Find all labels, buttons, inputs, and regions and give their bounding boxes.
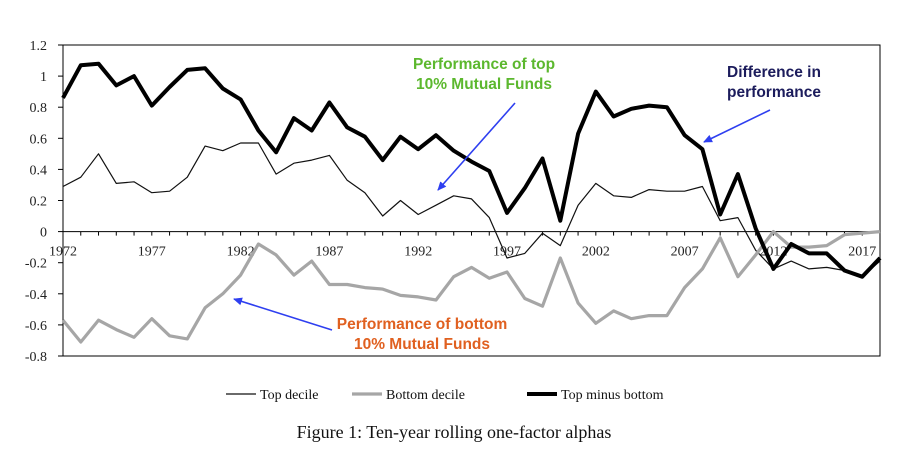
series-line-bottom-decile — [61, 230, 881, 344]
legend-label: Bottom decile — [386, 388, 465, 403]
y-tick-label: 0.2 — [30, 195, 48, 210]
y-tick-label: -0.2 — [25, 257, 47, 272]
legend: Top decile Bottom decile Top minus bottom — [226, 388, 664, 403]
arrow-top — [437, 102, 516, 191]
y-tick-label: 1 — [40, 70, 47, 85]
y-axis: 1.2 1 0.8 0.6 0.4 0.2 0 -0.2 -0.4 -0.6 -0.8 — [25, 39, 63, 365]
figure-caption: Figure 1: Ten-year rolling one-factor al… — [296, 422, 612, 442]
annotation-diff-line: performance — [727, 84, 821, 101]
annotation-top-line: 10% Mutual Funds — [416, 76, 552, 93]
annotation-bottom-line: 10% Mutual Funds — [354, 336, 490, 353]
annotation-bottom-line: Performance of bottom — [337, 316, 508, 333]
y-tick-label: 0 — [40, 226, 47, 241]
x-tick-label: 2007 — [671, 245, 699, 260]
x-tick-label: 1982 — [227, 245, 255, 260]
y-tick-label: -0.4 — [25, 288, 47, 303]
legend-label: Top decile — [260, 388, 319, 403]
series-line-top-minus-bottom — [61, 61, 882, 279]
y-tick-label: -0.6 — [25, 319, 47, 334]
x-tick-label: 2017 — [848, 245, 876, 260]
y-tick-label: 0.6 — [30, 132, 48, 147]
x-tick-label: 1987 — [315, 245, 343, 260]
series-layer — [61, 61, 882, 344]
annotations: Performance of top 10% Mutual Funds Differ… — [233, 56, 821, 353]
x-tick-label: 1972 — [49, 245, 77, 260]
y-tick-label: 1.2 — [30, 39, 48, 54]
y-tick-label: 0.8 — [30, 101, 48, 116]
x-tick-label: 2002 — [582, 245, 610, 260]
annotation-top-line: Performance of top — [413, 56, 555, 73]
series-line-top-decile — [62, 142, 881, 278]
y-tick-label: 0.4 — [30, 163, 48, 178]
legend-label: Top minus bottom — [561, 388, 664, 403]
arrow-diff — [703, 109, 771, 143]
y-tick-label: -0.8 — [25, 350, 47, 365]
annotation-diff-line: Difference in — [727, 64, 821, 81]
arrow-bottom — [233, 297, 333, 331]
x-tick-label: 1977 — [138, 245, 166, 260]
x-tick-label: 1992 — [404, 245, 432, 260]
